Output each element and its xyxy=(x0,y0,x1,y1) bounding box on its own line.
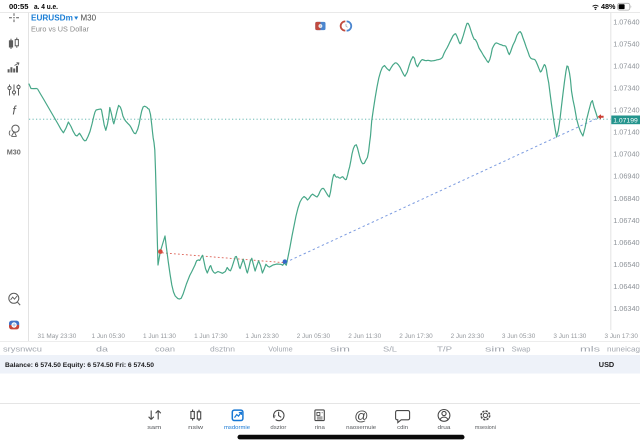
svg-text:a. 4 u.e.: a. 4 u.e. xyxy=(34,2,58,11)
svg-text:USD: USD xyxy=(599,360,614,369)
svg-text:1.06540: 1.06540 xyxy=(613,260,639,269)
svg-text:coan: coan xyxy=(155,347,175,354)
svg-text:1.07440: 1.07440 xyxy=(613,61,639,70)
svg-text:3 Jun 17:30: 3 Jun 17:30 xyxy=(604,333,638,340)
svg-text:drua: drua xyxy=(438,425,452,431)
svg-text:1 Jun 05:30: 1 Jun 05:30 xyxy=(91,333,125,340)
svg-text:sam: sam xyxy=(147,425,161,431)
svg-text:@: @ xyxy=(354,407,368,423)
svg-text:1.07240: 1.07240 xyxy=(613,106,639,115)
svg-text:sim: sim xyxy=(485,347,505,354)
svg-text:1.07340: 1.07340 xyxy=(613,84,639,93)
svg-text:1.07140: 1.07140 xyxy=(613,128,639,137)
svg-text:1.07040: 1.07040 xyxy=(613,150,639,159)
svg-text:1 Jun 17:30: 1 Jun 17:30 xyxy=(194,333,228,340)
svg-text:00:55: 00:55 xyxy=(9,2,29,11)
svg-text:1.06940: 1.06940 xyxy=(613,172,639,181)
svg-text:naosernuie: naosernuie xyxy=(346,425,376,431)
svg-text:Swap: Swap xyxy=(512,347,531,354)
svg-text:sim: sim xyxy=(330,347,350,354)
svg-text:M30: M30 xyxy=(81,13,97,22)
svg-text:2 Jun 17:30: 2 Jun 17:30 xyxy=(399,333,433,340)
svg-text:msesioni: msesioni xyxy=(475,425,496,431)
svg-text:msdormie: msdormie xyxy=(224,425,250,431)
svg-text:M30: M30 xyxy=(7,148,21,157)
svg-text:1.06340: 1.06340 xyxy=(613,304,639,313)
svg-text:3 Jun 11:30: 3 Jun 11:30 xyxy=(553,333,586,340)
svg-text:2 Jun 05:30: 2 Jun 05:30 xyxy=(297,333,331,340)
svg-text:f: f xyxy=(12,104,17,118)
svg-text:nuneicag: nuneicag xyxy=(607,347,640,354)
svg-text:T/P: T/P xyxy=(437,347,452,354)
svg-text:da: da xyxy=(96,347,108,354)
svg-text:cdin: cdin xyxy=(397,425,408,431)
svg-text:rina: rina xyxy=(315,425,326,431)
svg-text:S/L: S/L xyxy=(383,347,397,354)
svg-text:1.06840: 1.06840 xyxy=(613,194,639,203)
svg-text:EURUSDm: EURUSDm xyxy=(31,13,73,22)
svg-text:1.06640: 1.06640 xyxy=(613,238,639,247)
svg-text:1.07199: 1.07199 xyxy=(613,117,638,124)
svg-text:dsztnn: dsztnn xyxy=(210,347,235,354)
svg-text:1.07640: 1.07640 xyxy=(613,17,639,26)
svg-text:1 Jun 11:30: 1 Jun 11:30 xyxy=(143,333,176,340)
svg-text:1.06740: 1.06740 xyxy=(613,216,639,225)
svg-text:dszior: dszior xyxy=(270,425,286,431)
svg-text:48%: 48% xyxy=(601,2,616,11)
svg-text:mls: mls xyxy=(580,347,601,354)
svg-text:2 Jun 11:30: 2 Jun 11:30 xyxy=(348,333,381,340)
svg-text:nsiw: nsiw xyxy=(188,425,204,431)
svg-text:srysnwcu: srysnwcu xyxy=(3,347,42,354)
svg-text:Balance: 6 574.50 Equity: 6 57: Balance: 6 574.50 Equity: 6 574.50 Fri: … xyxy=(5,362,154,369)
svg-text:31 May 23:30: 31 May 23:30 xyxy=(38,333,77,340)
svg-text:1.07540: 1.07540 xyxy=(613,39,639,48)
svg-text:1 Jun 23:30: 1 Jun 23:30 xyxy=(245,333,279,340)
svg-text:3 Jun 05:30: 3 Jun 05:30 xyxy=(502,333,536,340)
svg-text:Volume: Volume xyxy=(268,347,292,354)
svg-text:2 Jun 23:30: 2 Jun 23:30 xyxy=(451,333,485,340)
svg-text:Euro vs US Dollar: Euro vs US Dollar xyxy=(31,24,90,33)
svg-text:1.06440: 1.06440 xyxy=(613,282,639,291)
